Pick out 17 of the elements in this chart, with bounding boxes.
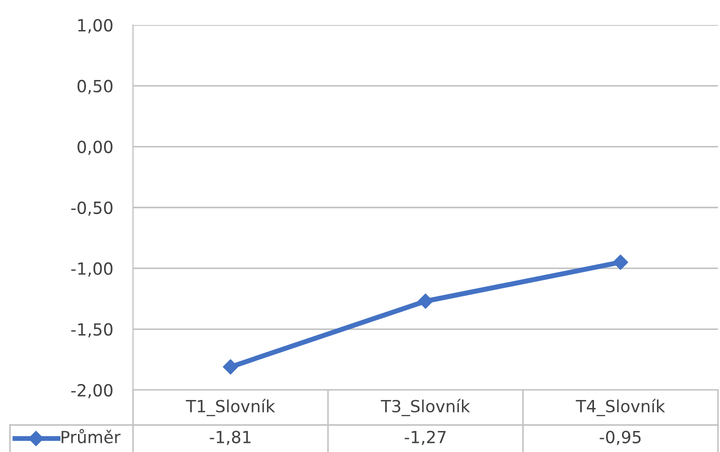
x-tick-label: T4_Slovník — [576, 398, 666, 416]
y-tick-label: -0,50 — [71, 201, 112, 216]
y-tick-label: 0,50 — [78, 80, 112, 94]
y-tick-label: -2,00 — [71, 384, 112, 398]
data-label: -1,81 — [210, 430, 251, 446]
legend-label: Průměr — [62, 428, 121, 444]
y-tick-label: -1,00 — [71, 262, 112, 277]
point — [222, 359, 238, 374]
point — [612, 254, 628, 270]
y-tick-label: -1,50 — [71, 323, 112, 338]
data-label: -0,95 — [600, 430, 641, 446]
x-tick-label: T1_Slovník — [186, 398, 276, 416]
x-tick-label: T3_Slovník — [380, 398, 470, 416]
data-label: -1,27 — [404, 430, 446, 446]
y-tick-label: 1,00 — [78, 18, 112, 34]
y-tick-label: 0,00 — [78, 140, 112, 155]
point — [418, 294, 434, 309]
